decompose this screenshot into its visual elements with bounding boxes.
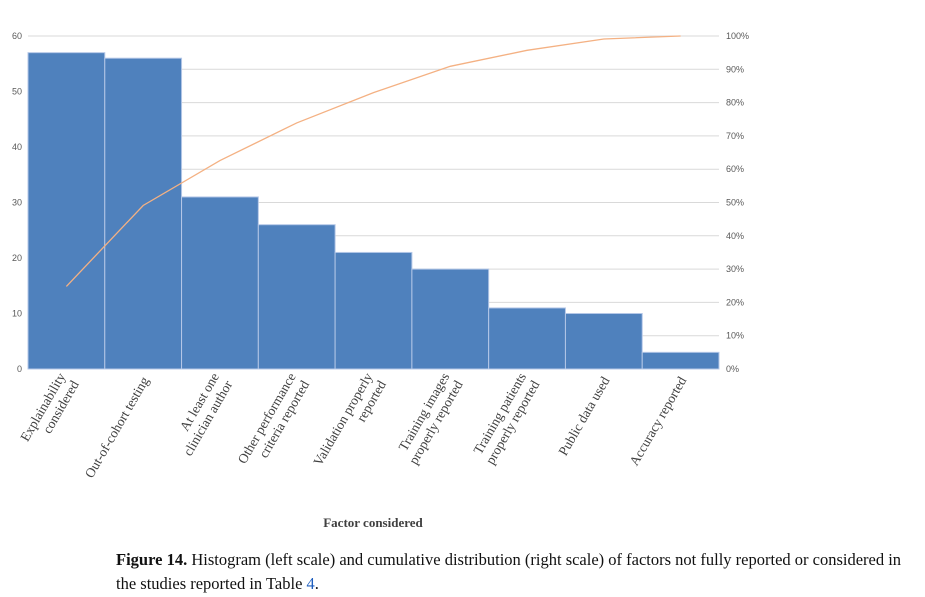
bar <box>334 251 413 370</box>
category-label-text: Validation properlyreported <box>310 370 389 476</box>
category-label: At least oneclinician author <box>167 370 236 459</box>
bar <box>27 52 106 370</box>
right-tick-label: 50% <box>726 198 744 208</box>
category-label: Training patientsproperly reported <box>469 370 543 467</box>
category-label-text: Other performancecriteria reported <box>235 370 313 474</box>
right-tick-label: 70% <box>726 131 744 141</box>
right-axis-ticks: 0% 10% 20% 30% 40% 50% 60% 70% 80% 90% 100% <box>726 31 749 374</box>
category-label: Validation properlyreported <box>310 370 389 476</box>
right-tick-label: 40% <box>726 231 744 241</box>
left-axis-ticks: 0 10 20 30 40 50 60 <box>12 31 22 374</box>
bar <box>181 196 259 370</box>
right-tick-label: 90% <box>726 64 744 74</box>
left-tick-label: 10 <box>12 309 22 319</box>
bar <box>411 268 490 370</box>
left-tick-label: 60 <box>12 31 22 41</box>
category-label: Accuracy reported <box>626 374 689 468</box>
right-tick-label: 30% <box>726 264 744 274</box>
category-label-text: At least oneclinician author <box>167 370 236 459</box>
category-label: Other performancecriteria reported <box>235 370 313 474</box>
right-tick-label: 0% <box>726 364 739 374</box>
figure-caption: Figure 14. Histogram (left scale) and cu… <box>116 548 916 596</box>
bar <box>564 313 643 370</box>
category-labels: Explainabilityconsidered Out-of-cohort te… <box>17 370 689 481</box>
left-tick-label: 30 <box>12 198 22 208</box>
pareto-chart: 0 10 20 30 40 50 60 0% 10% 20% 30% 40% 50% 60% 70% 80%… <box>12 31 749 530</box>
category-label-text: Training patientsproperly reported <box>469 370 543 467</box>
category-label-text: Public data used <box>555 374 612 458</box>
caption-text: Histogram (left scale) and cumulative di… <box>116 550 902 593</box>
category-label: Out-of-cohort testing <box>82 374 152 481</box>
caption-label: Figure 14. <box>116 550 188 569</box>
category-label-text: Explainabilityconsidered <box>17 370 82 452</box>
category-label-text: Accuracy reported <box>626 374 689 468</box>
category-label: Training imagesproperly reported <box>392 370 466 467</box>
bar <box>257 224 336 370</box>
bar <box>104 57 183 370</box>
bar <box>488 307 566 370</box>
left-tick-label: 20 <box>12 253 22 263</box>
category-label: Public data used <box>555 374 612 458</box>
right-tick-label: 20% <box>726 297 744 307</box>
right-tick-label: 10% <box>726 331 744 341</box>
bar <box>641 351 720 370</box>
table-reference-link[interactable]: 4 <box>306 574 315 593</box>
x-axis-title: Factor considered <box>323 515 423 530</box>
cumulative-line <box>65 35 681 287</box>
category-label: Explainabilityconsidered <box>17 370 82 452</box>
right-tick-label: 60% <box>726 164 744 174</box>
caption-end: . <box>314 574 319 593</box>
category-label-text: Training imagesproperly reported <box>392 370 466 467</box>
bars <box>27 52 720 370</box>
left-tick-label: 0 <box>17 364 22 374</box>
right-tick-label: 100% <box>726 31 749 41</box>
left-tick-label: 50 <box>12 87 22 97</box>
category-label-text: Out-of-cohort testing <box>82 374 152 481</box>
left-tick-label: 40 <box>12 142 22 152</box>
right-tick-label: 80% <box>726 98 744 108</box>
